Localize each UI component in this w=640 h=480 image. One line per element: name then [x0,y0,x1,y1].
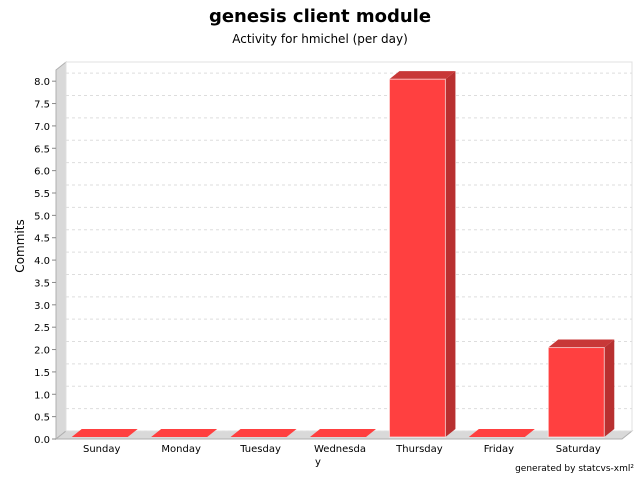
y-tick-label: 7.0 [34,122,50,133]
x-tick-label: Friday [484,444,514,455]
bar-friday [468,429,535,437]
bar-flat [230,429,297,437]
bar-sunday [71,429,138,437]
bar-flat [468,429,535,437]
chart-subtitle: Activity for hmichel (per day) [232,32,408,46]
bar-front [388,78,446,438]
bar-side [445,71,456,437]
bar-front [547,347,605,438]
x-tick-label: Tuesday [239,444,281,455]
bar-flat [151,429,218,437]
y-tick-label: 3.0 [34,301,50,312]
x-tick-label: Wednesda y [314,444,366,468]
y-tick-label: 5.0 [34,211,50,222]
left-wall [55,60,67,441]
bar-top [389,71,456,80]
y-tick-label: 5.5 [34,189,50,200]
bar-monday [151,429,218,437]
y-tick-label: 3.5 [34,278,50,289]
chart-title: genesis client module [208,6,432,27]
y-tick-label: 4.0 [34,256,50,267]
bar-top [548,339,615,348]
y-tick-label: 6.5 [34,144,50,155]
y-tick-label: 0.5 [34,413,50,424]
y-tick-label: 6.0 [34,167,50,178]
bar-saturday [547,339,615,438]
bar-wednesday [310,429,376,437]
y-tick-label: 0.0 [34,435,50,446]
bar-thursday [388,71,456,438]
bar-tuesday [230,429,297,437]
gridlines [52,72,632,440]
x-tick-label: Sunday [83,444,120,455]
y-axis-label: Commits [13,219,27,272]
x-axis-tick-labels: Sunday Monday Tuesday Wednesda y Thursday Frid… [83,444,601,468]
bar-flat [71,429,138,437]
bar-side [604,339,615,437]
chart-3d-walls [54,60,634,441]
y-tick-label: 2.0 [34,346,50,357]
y-tick-label: 7.5 [34,100,50,111]
x-tick-label: Thursday [395,444,443,455]
y-tick-label: 1.0 [34,390,50,401]
plot-backdrop [65,61,633,432]
y-tick-label: 8.0 [34,77,50,88]
x-tick-label: Saturday [556,444,601,455]
y-axis-tick-labels: 0.0 0.5 1.0 1.5 2.0 2.5 3.0 3.5 4.0 4.5 5.0 5.5 6.0 6… [34,77,50,446]
x-tick-label: Monday [161,444,201,455]
generator-credit: generated by statcvs-xml² [515,464,634,474]
y-tick-label: 1.5 [34,368,50,379]
y-tick-label: 2.5 [34,323,50,334]
bar-flat [310,429,376,437]
bars [71,71,615,438]
y-tick-label: 4.5 [34,234,50,245]
